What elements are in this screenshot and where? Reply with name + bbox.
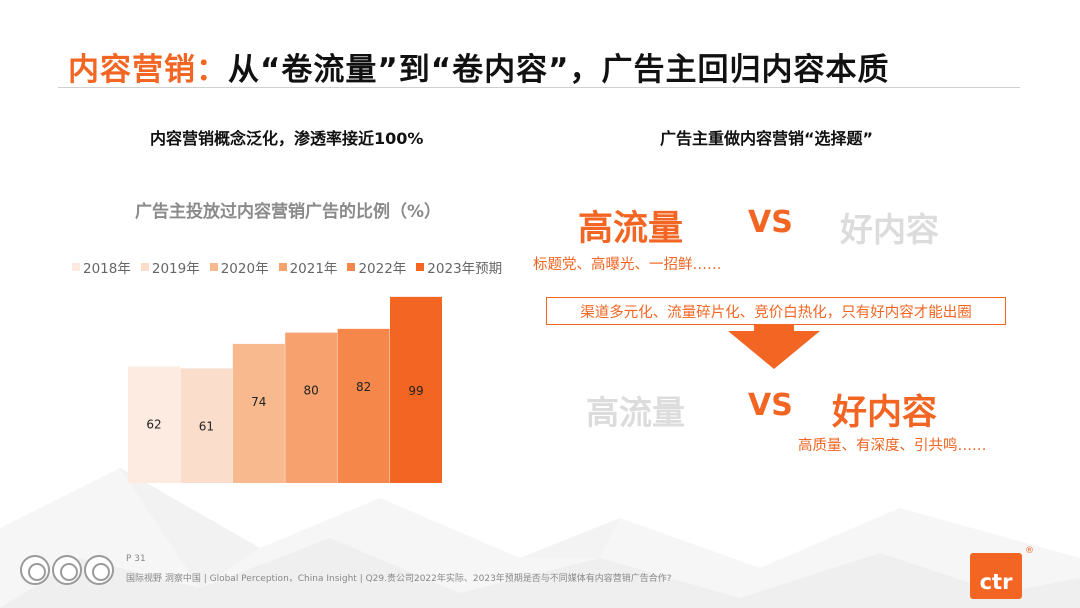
sgs-cert-icon (52, 555, 82, 585)
sgs-cert-icon (84, 555, 114, 585)
vs-label-bottom: VS (748, 388, 793, 423)
title-divider (58, 87, 1020, 88)
legend-label: 2023年预期 (427, 261, 503, 277)
bar (337, 328, 390, 483)
legend-swatch (278, 263, 287, 271)
slide-title-rest: 从“卷流量”到“卷内容”，广告主回归内容本质 (228, 52, 890, 88)
sgs-cert-icon (20, 555, 50, 585)
bar (285, 332, 338, 483)
bar (128, 366, 180, 483)
right-subtitle: 广告主重做内容营销“选择题” (660, 129, 874, 148)
certification-logos (20, 555, 114, 585)
legend-item: 2022年 (347, 257, 406, 277)
bar (390, 296, 442, 483)
legend-swatch (140, 263, 149, 271)
bar (180, 368, 233, 483)
high-traffic-note: 标题党、高曝光、一招鲜…… (533, 257, 722, 273)
legend-item: 2021年 (278, 257, 338, 277)
slide-title-accent: 内容营销： (68, 52, 228, 88)
legend-label: 2019年 (151, 261, 200, 277)
legend-item: 2018年 (72, 257, 131, 277)
good-content-emphasis: 好内容 (832, 393, 938, 433)
legend-swatch (72, 263, 80, 271)
high-traffic-emphasis: 高流量 (578, 209, 684, 249)
legend-label: 2018年 (83, 261, 131, 277)
legend-swatch (347, 263, 356, 271)
vs-label-top: VS (748, 205, 793, 240)
good-content-note: 高质量、有深度、引共鸣…… (798, 438, 987, 454)
legend-item: 2019年 (140, 257, 200, 277)
legend-swatch (416, 263, 425, 271)
background-polygons (0, 468, 1080, 608)
legend-swatch (209, 263, 218, 271)
middle-statement-box: 渠道多元化、流量碎片化、竞价白热化，只有好内容才能出圈 (546, 297, 1006, 325)
legend-label: 2020年 (220, 261, 269, 277)
page-number: P 31 (126, 554, 146, 564)
left-subtitle: 内容营销概念泛化，渗透率接近100% (150, 129, 424, 148)
slide-title: 内容营销：从“卷流量”到“卷内容”，广告主回归内容本质 (68, 44, 890, 89)
chart-title: 广告主投放过内容营销广告的比例（%） (135, 202, 442, 222)
legend-item: 2020年 (209, 257, 269, 277)
registered-mark: ® (1025, 546, 1034, 556)
chart-legend: 2018年 2019年 2020年 2021年 2022年 2023年预期 (72, 257, 502, 277)
good-content-muted: 好内容 (840, 210, 939, 249)
ctr-logo: ctr (970, 553, 1022, 599)
legend-item: 2023年预期 (416, 257, 502, 277)
high-traffic-muted: 高流量 (586, 393, 685, 432)
bar (232, 343, 285, 483)
legend-label: 2021年 (289, 261, 338, 277)
legend-label: 2022年 (358, 261, 407, 277)
footer-source: 国际视野 洞察中国 | Global Perception，China Insi… (126, 574, 672, 584)
